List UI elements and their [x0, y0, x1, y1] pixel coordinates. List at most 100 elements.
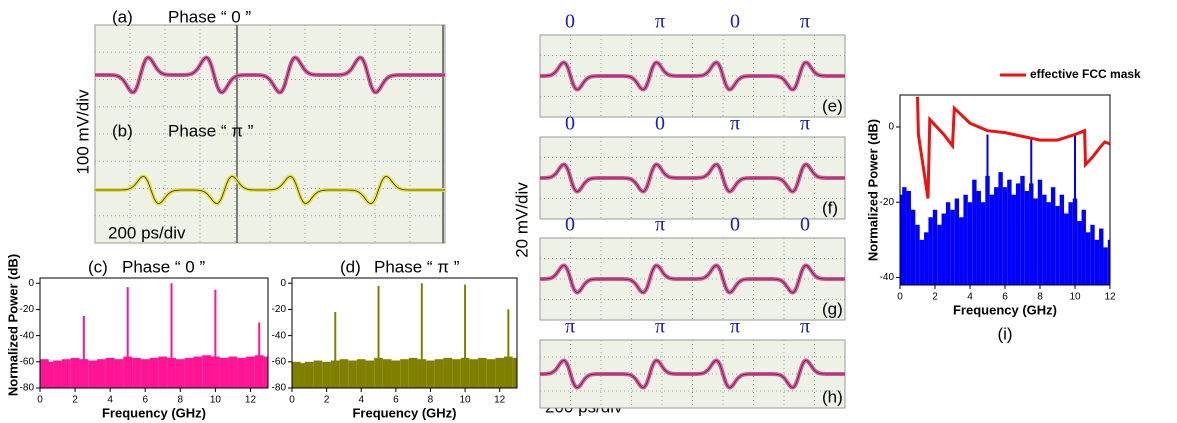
x-tick-label: 10 — [1069, 292, 1081, 303]
noise-floor — [478, 358, 487, 388]
x-scale: 200 ps/div — [108, 223, 186, 242]
noise-floor — [963, 195, 967, 285]
noise-floor — [990, 195, 994, 285]
noise-floor — [1060, 195, 1064, 285]
noise-floor — [946, 202, 950, 285]
noise-floor — [264, 357, 268, 388]
noise-floor — [97, 359, 106, 388]
noise-floor — [981, 202, 985, 285]
noise-floor — [1033, 198, 1037, 285]
noise-floor — [132, 358, 141, 388]
noise-floor — [53, 361, 62, 389]
noise-floor — [1047, 202, 1051, 285]
phase-label: 0 — [565, 11, 575, 33]
panel-label: (a) — [112, 7, 133, 26]
x-tick-label: 6 — [1002, 292, 1008, 303]
noise-floor — [88, 361, 97, 389]
noise-floor — [1082, 210, 1086, 285]
panel-label: (f) — [822, 198, 838, 217]
noise-floor — [141, 359, 150, 388]
figure: (a) Phase “ 0 ” (b) Phase “ π ” 100 mV/d… — [0, 0, 1177, 423]
phase-label: π — [800, 113, 810, 135]
noise-floor — [1068, 202, 1072, 285]
x-tick-label: 12 — [1104, 292, 1116, 303]
panel-title: Phase “ π ” — [168, 121, 254, 140]
y-tick-label: -40 — [880, 272, 895, 283]
y-tick-label: 0 — [28, 278, 34, 289]
phase-label: 0 — [655, 113, 665, 135]
y-axis-label: Normalized Power (dB) — [865, 119, 880, 261]
noise-floor — [115, 359, 124, 388]
panel-label: (d) — [340, 257, 361, 276]
x-tick-label: 4 — [107, 395, 113, 406]
y-tick-label: -20 — [880, 197, 895, 208]
y-tick-label: -60 — [20, 356, 35, 367]
noise-floor — [902, 187, 906, 285]
noise-floor — [150, 358, 159, 388]
noise-floor — [176, 359, 185, 388]
noise-floor — [158, 357, 167, 388]
noise-floor — [322, 362, 331, 388]
legend-label: effective FCC mask — [1030, 67, 1141, 81]
noise-floor — [972, 180, 976, 285]
noise-floor — [933, 210, 937, 285]
noise-floor — [193, 357, 202, 388]
noise-floor — [1055, 206, 1059, 285]
chart: 0246810120-20-40-60-80Frequency (GHz)(d)… — [272, 257, 517, 420]
noise-floor — [314, 361, 323, 389]
panel-label: (b) — [112, 121, 133, 140]
noise-floor — [1007, 180, 1011, 285]
y-scale: 100 mV/div — [73, 89, 92, 175]
chart: 0 2 4 6 8 10 12 0 -20 -40 Frequency (GHz) Normalize… — [865, 67, 1141, 343]
noise-floor — [1051, 187, 1055, 285]
noise-floor — [937, 225, 941, 285]
x-tick-label: 2 — [324, 395, 330, 406]
noise-floor — [1042, 195, 1046, 285]
phase-label: π — [655, 11, 665, 33]
noise-floor — [246, 357, 255, 388]
noise-floor — [1064, 214, 1068, 285]
x-tick-label: 6 — [393, 395, 399, 406]
noise-floor — [409, 358, 418, 388]
x-tick-label: 8 — [1037, 292, 1043, 303]
y-tick-label: -40 — [272, 330, 287, 341]
x-tick-label: 2 — [72, 395, 78, 406]
noise-floor — [106, 358, 115, 388]
noise-floor — [452, 359, 461, 388]
x-tick-label: 2 — [932, 292, 938, 303]
y-tick-label: -80 — [272, 383, 287, 394]
phase-label: π — [565, 316, 575, 338]
panel-label: (e) — [822, 96, 843, 115]
noise-floor — [229, 357, 238, 388]
y-tick-label: 0 — [888, 122, 894, 133]
noise-floor — [1103, 247, 1107, 285]
y-tick-label: -80 — [20, 383, 35, 394]
phase-label: 0 — [800, 214, 810, 236]
noise-floor — [426, 361, 435, 389]
x-axis-label: Frequency (GHz) — [102, 405, 206, 420]
noise-floor — [400, 359, 409, 388]
phase-label: π — [655, 316, 665, 338]
noise-floor — [928, 217, 932, 285]
noise-floor — [443, 358, 452, 388]
y-tick-label: 0 — [280, 278, 286, 289]
noise-floor — [1012, 195, 1016, 285]
x-axis-label: Frequency (GHz) — [953, 302, 1057, 317]
x-tick-label: 12 — [245, 395, 257, 406]
phase-label: 0 — [565, 113, 575, 135]
y-tick-label: -20 — [20, 304, 35, 315]
scope-panel: (h)ππππ — [540, 316, 845, 408]
noise-floor — [907, 191, 911, 285]
noise-floor — [487, 359, 496, 388]
phase-label: 0 — [730, 214, 740, 236]
x-tick-label: 4 — [967, 292, 973, 303]
noise-floor — [920, 240, 924, 285]
x-axis-label: Frequency (GHz) — [352, 405, 456, 420]
x-tick-label: 8 — [428, 395, 434, 406]
noise-floor — [1003, 187, 1007, 285]
noise-floor — [237, 358, 246, 388]
x-tick-label: 0 — [897, 292, 903, 303]
phase-label: π — [655, 214, 665, 236]
noise-floor — [44, 362, 53, 388]
